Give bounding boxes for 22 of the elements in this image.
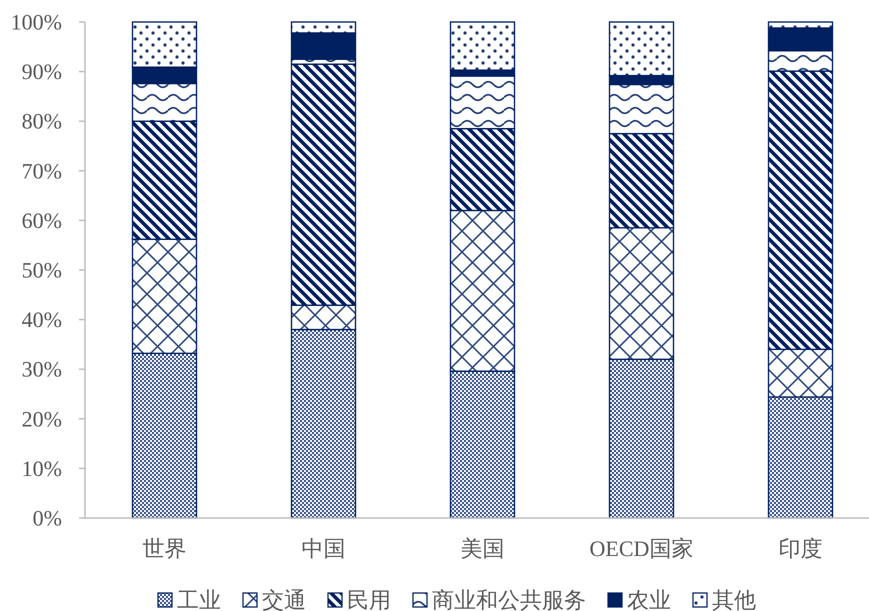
y-tick-label: 30% (22, 356, 62, 382)
y-tick-label: 50% (22, 258, 62, 282)
legend-label: 农业 (627, 588, 671, 611)
y-tick-label: 80% (22, 108, 62, 134)
legend-label: 交通 (262, 588, 306, 611)
y-tick-label: 90% (22, 59, 62, 84)
y-tick-label: 20% (22, 406, 62, 432)
y-tick-label: 70% (22, 158, 62, 184)
legend-label: 其他 (712, 588, 756, 611)
y-tick-label: 0% (32, 506, 62, 530)
y-tick-label: 100% (10, 10, 62, 34)
y-tick-label: 60% (22, 208, 62, 233)
x-tick-label: OECD国家 (590, 536, 694, 561)
x-tick-label: 世界 (142, 536, 186, 561)
y-tick-label: 40% (22, 307, 62, 332)
x-tick-label: 美国 (460, 536, 504, 561)
legend-label: 工业 (177, 588, 221, 611)
x-tick-label: 印度 (778, 536, 822, 561)
legend-label: 商业和公共服务 (432, 588, 586, 611)
y-tick-label: 10% (22, 456, 62, 481)
x-tick-label: 中国 (302, 536, 346, 561)
legend-label: 民用 (347, 588, 391, 611)
